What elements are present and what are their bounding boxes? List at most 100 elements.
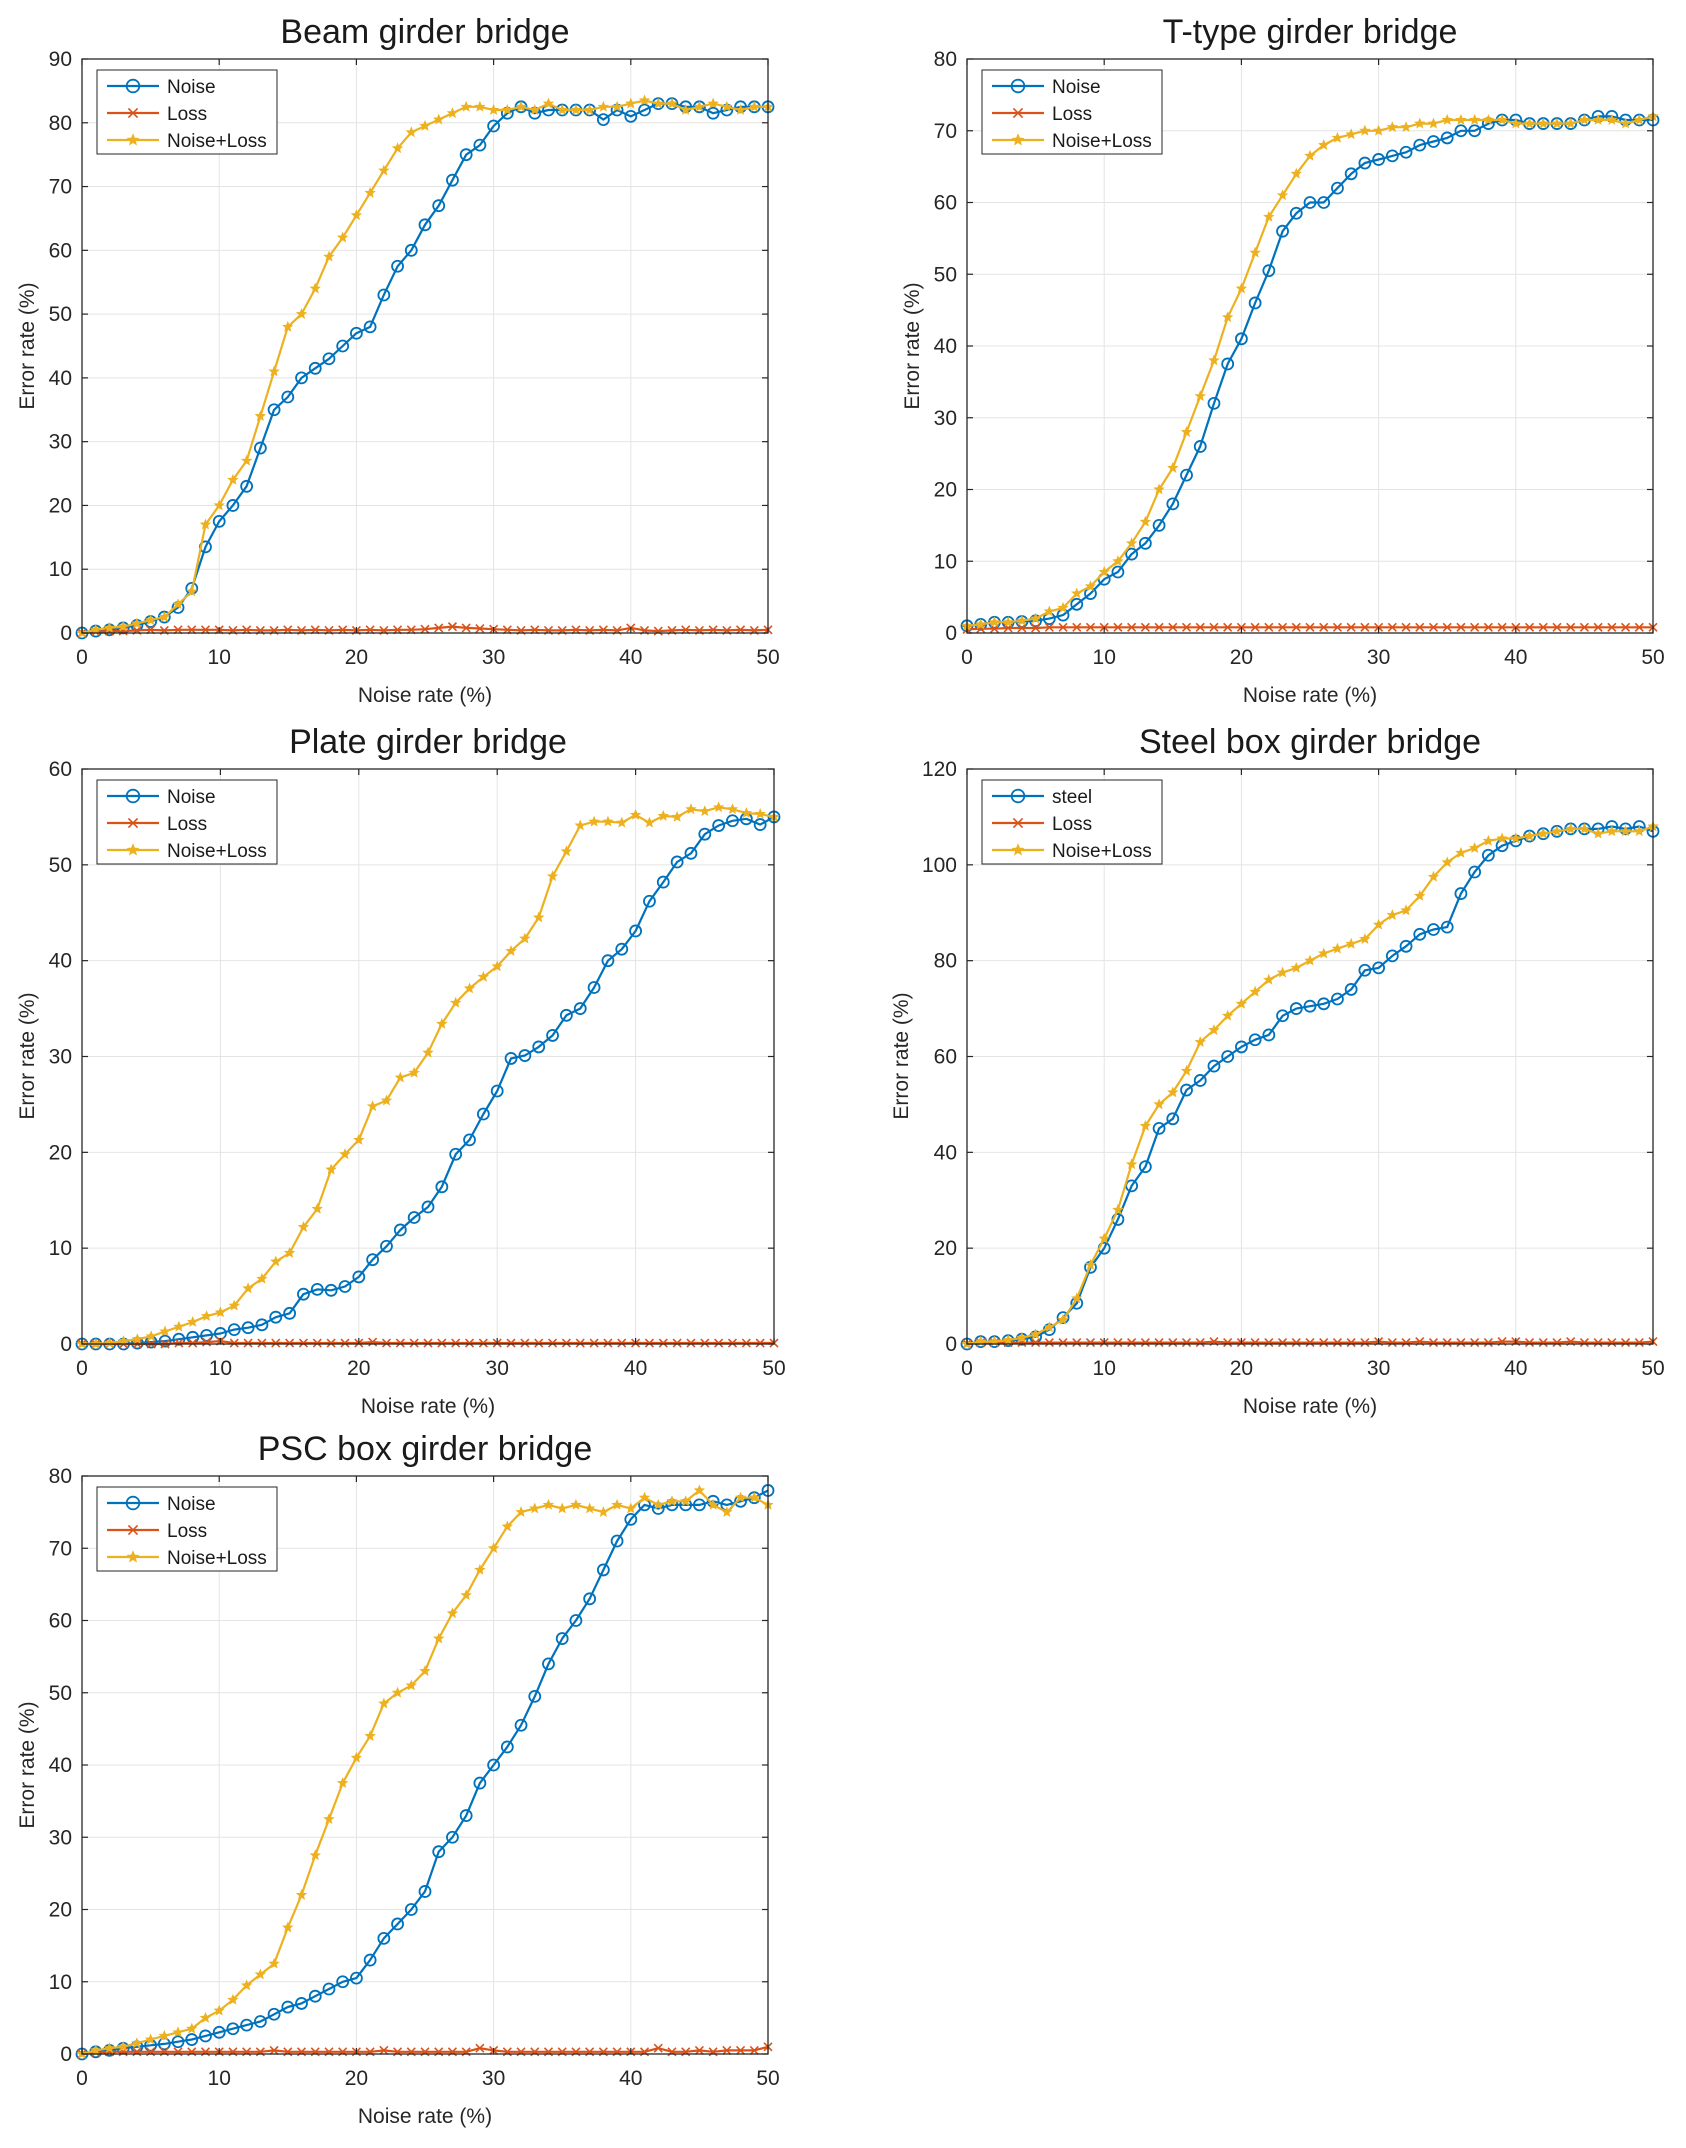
data-point <box>186 2022 198 2034</box>
y-tick-label: 20 <box>49 1141 72 1164</box>
y-tick-label: 0 <box>60 622 72 645</box>
data-point <box>721 100 733 112</box>
data-point <box>1317 997 1331 1011</box>
x-tick-label: 0 <box>961 1357 973 1380</box>
data-point <box>1016 614 1028 626</box>
data-point <box>617 1338 627 1348</box>
data-point <box>322 1982 336 1996</box>
data-point <box>1413 138 1427 152</box>
data-point <box>269 1310 283 1324</box>
data-point <box>1482 114 1495 125</box>
y-tick-label: 30 <box>49 1826 72 1849</box>
data-point <box>1481 848 1495 862</box>
x-tick-label: 30 <box>1367 646 1390 669</box>
data-point <box>1372 961 1385 975</box>
data-point <box>171 2035 185 2049</box>
data-point <box>391 259 404 273</box>
data-point <box>1386 909 1399 921</box>
data-point <box>282 1921 294 1933</box>
data-point <box>712 801 725 813</box>
data-point <box>625 1502 637 1514</box>
data-point <box>546 1029 559 1042</box>
data-point <box>1221 1050 1235 1063</box>
data-point <box>174 1338 184 1348</box>
data-point <box>1551 825 1563 837</box>
data-point <box>1551 117 1563 129</box>
data-point <box>295 1997 308 2010</box>
data-point <box>255 1318 269 1332</box>
data-point <box>1414 117 1426 129</box>
data-point <box>533 911 545 923</box>
data-point <box>459 148 473 162</box>
series-noise <box>75 1484 775 2061</box>
y-tick-label: 60 <box>934 1046 957 1069</box>
legend-marker <box>126 133 140 146</box>
plot-title: PSC box girder bridge <box>258 1430 593 1468</box>
data-point <box>1427 117 1440 129</box>
plot-area <box>82 59 768 633</box>
data-point <box>583 103 596 115</box>
data-point <box>212 2025 226 2039</box>
legend-marker <box>1011 133 1025 146</box>
x-tick-label: 20 <box>345 646 368 669</box>
data-point <box>1056 1311 1070 1325</box>
data-point <box>240 479 254 493</box>
data-point <box>1193 440 1207 453</box>
data-point <box>1138 536 1152 550</box>
data-point <box>1290 961 1302 973</box>
data-point <box>368 1337 378 1347</box>
data-point <box>1607 1337 1617 1348</box>
x-tick-label: 20 <box>1230 646 1253 669</box>
legend-marker <box>127 107 139 119</box>
data-point <box>1304 954 1316 966</box>
data-point <box>200 1328 213 1342</box>
x-tick-label: 30 <box>482 2067 505 2090</box>
data-point <box>199 2011 212 2023</box>
data-point <box>1442 1337 1452 1348</box>
data-point <box>1552 1337 1562 1348</box>
x-tick-label: 30 <box>482 646 505 669</box>
data-point <box>707 97 719 109</box>
data-point <box>573 1002 587 1015</box>
legend-marker <box>127 1524 139 1536</box>
data-point <box>988 616 1001 628</box>
data-point <box>254 410 267 422</box>
data-point <box>1385 149 1399 163</box>
data-point <box>394 1071 407 1083</box>
data-point <box>1385 949 1399 963</box>
data-point <box>1634 622 1644 632</box>
data-point <box>657 810 669 821</box>
data-point <box>975 618 987 630</box>
data-point <box>1401 1337 1411 1348</box>
data-point <box>624 110 638 123</box>
legend-label: Loss <box>167 814 207 835</box>
data-point <box>574 819 586 831</box>
y-tick-label: 40 <box>934 1141 957 1164</box>
data-point <box>1358 963 1372 977</box>
plot-title: T-type girder bridge <box>1163 13 1458 51</box>
y-tick-label: 10 <box>934 550 957 573</box>
data-point <box>1166 497 1180 511</box>
data-point <box>1154 1337 1164 1348</box>
data-point <box>1331 131 1344 143</box>
data-point <box>1619 825 1632 837</box>
data-point <box>449 996 462 1008</box>
legend-label: Noise+Loss <box>1052 131 1152 152</box>
data-point <box>1223 622 1233 632</box>
y-tick-label: 70 <box>934 120 957 143</box>
data-point <box>1235 997 1248 1009</box>
data-point <box>1223 1337 1233 1348</box>
data-point <box>542 1498 555 1510</box>
data-point <box>519 932 531 944</box>
data-point <box>712 819 726 832</box>
data-point <box>226 499 240 512</box>
data-point <box>1578 114 1591 125</box>
data-point <box>324 1283 338 1297</box>
data-point <box>698 827 712 841</box>
data-point <box>658 1338 668 1348</box>
data-point <box>1427 870 1440 882</box>
data-point <box>556 1502 568 1514</box>
data-point <box>1071 587 1083 599</box>
data-point <box>322 352 336 366</box>
data-point <box>1140 1337 1150 1348</box>
